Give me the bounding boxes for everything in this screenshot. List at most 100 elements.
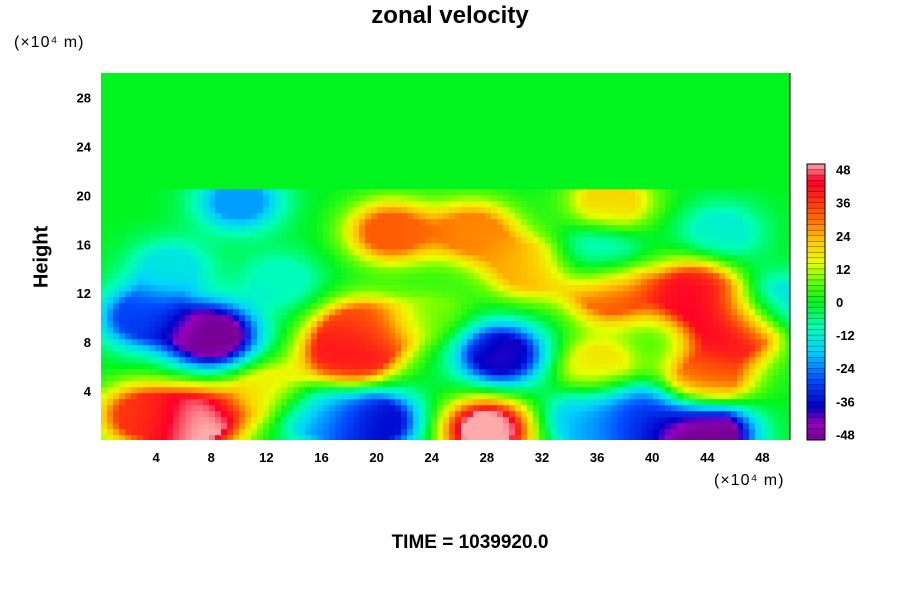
field-cell [479,369,486,376]
field-cell [413,375,420,382]
field-cell [743,249,750,256]
field-cell [113,333,120,340]
field-cell [635,243,642,250]
field-cell [749,231,756,238]
field-cell [683,375,690,382]
field-cell [569,267,576,274]
field-cell [299,201,306,208]
field-cell [641,411,648,418]
field-cell [377,201,384,208]
field-cell [491,225,498,232]
field-cell [533,213,540,220]
field-cell [425,291,432,298]
field-cell [107,213,114,220]
field-cell [617,363,624,370]
field-cell [653,405,660,412]
field-cell [707,411,714,418]
field-cell [641,213,648,220]
field-cell [449,225,456,232]
field-cell [377,189,384,196]
field-cell [647,369,654,376]
field-cell [629,387,636,394]
field-cell [779,243,786,250]
field-cell [389,339,396,346]
field-cell [785,279,790,286]
field-cell [263,375,270,382]
x-tick-label: 12 [259,450,273,465]
field-cell [623,351,630,358]
field-cell [293,219,300,226]
colorbar-segment [807,202,825,209]
field-cell [569,201,576,208]
field-cell [263,423,270,430]
field-cell [737,249,744,256]
field-cell [107,369,114,376]
field-cell [491,357,498,364]
field-cell [467,243,474,250]
field-cell [497,429,504,436]
field-cell [215,285,222,292]
field-cell [389,393,396,400]
field-cell [167,375,174,382]
field-cell [227,369,234,376]
field-cell [119,189,126,196]
field-cell [635,375,642,382]
field-cell [191,309,198,316]
field-cell [365,201,372,208]
field-cell [125,285,132,292]
field-cell [155,393,162,400]
field-cell [221,237,228,244]
field-cell [527,189,534,196]
field-cell [737,297,744,304]
field-cell [461,303,468,310]
field-cell [611,357,618,364]
field-cell [311,399,318,406]
field-cell [155,327,162,334]
field-cell [353,261,360,268]
field-cell [335,231,342,238]
field-cell [629,243,636,250]
field-cell [593,351,600,358]
field-cell [215,405,222,412]
field-cell [569,417,576,424]
field-cell [773,285,780,292]
field-cell [689,339,696,346]
field-cell [755,273,762,280]
field-cell [449,405,456,412]
field-cell [617,189,624,196]
field-cell [485,333,492,340]
field-cell [479,261,486,268]
field-cell [575,357,582,364]
field-cell [677,357,684,364]
field-cell [725,339,732,346]
field-cell [305,309,312,316]
field-cell [605,231,612,238]
field-cell [647,189,654,196]
field-cell [509,195,516,202]
field-cell [299,237,306,244]
field-cell [719,435,726,440]
field-cell [413,345,420,352]
field-cell [311,219,318,226]
field-cell [215,381,222,388]
field-cell [305,207,312,214]
field-cell [485,297,492,304]
field-cell [749,243,756,250]
field-cell [227,381,234,388]
field-cell [545,423,552,430]
field-cell [725,285,732,292]
field-cell [377,303,384,310]
field-cell [509,231,516,238]
field-cell [107,321,114,328]
field-cell [431,381,438,388]
field-cell [437,291,444,298]
field-cell [329,327,336,334]
field-cell [515,435,522,440]
field-cell [695,387,702,394]
field-cell [269,273,276,280]
field-cell [593,189,600,196]
field-cell [419,285,426,292]
field-cell [137,345,144,352]
field-cell [227,189,234,196]
field-cell [263,189,270,196]
